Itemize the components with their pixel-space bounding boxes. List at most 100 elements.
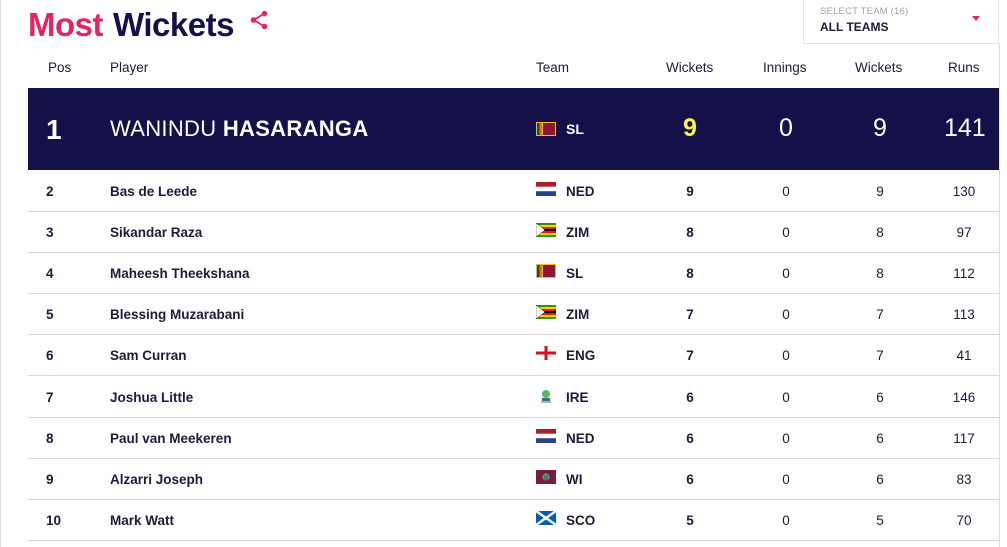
row-wickets-2: 8 — [876, 225, 884, 241]
row-innings: 0 — [782, 307, 790, 323]
player-name[interactable]: Paul van Meekeren — [110, 430, 232, 446]
row-wickets: 6 — [686, 471, 694, 487]
player-name[interactable]: Alzarri Joseph — [110, 471, 204, 487]
leader-last-name: HASARANGA — [222, 116, 369, 141]
wi-flag-icon — [536, 469, 556, 484]
leader-first-name: WANINDU — [110, 116, 217, 141]
team-abbr: ZIM — [566, 225, 590, 241]
row-runs: 130 — [952, 184, 976, 199]
row-pos: 9 — [46, 471, 54, 487]
title-word-wickets: Wickets — [113, 6, 234, 43]
player-name[interactable]: Sam Curran — [110, 348, 187, 364]
row-runs: 41 — [956, 348, 972, 364]
table-header: Pos Player Team Wickets Innings Wickets … — [0, 60, 1007, 78]
header-wickets-2[interactable]: Wickets — [855, 60, 903, 75]
leader-runs: 141 — [944, 114, 986, 142]
ned-flag-icon — [536, 428, 556, 443]
row-runs: 97 — [956, 225, 972, 241]
sco-flag-icon — [536, 510, 556, 525]
row-wickets-2: 6 — [876, 430, 884, 446]
row-runs: 146 — [952, 389, 976, 405]
row-innings: 0 — [782, 389, 790, 405]
zim-flag-icon — [536, 223, 556, 238]
row-wickets-2: 9 — [876, 184, 884, 199]
row-wickets: 7 — [686, 307, 694, 323]
player-name[interactable]: Maheesh Theekshana — [110, 266, 250, 282]
player-name[interactable]: Mark Watt — [110, 512, 175, 528]
share-icon[interactable] — [248, 9, 270, 31]
row-wickets-2: 8 — [876, 266, 884, 282]
leader-row[interactable]: 1 WANINDU HASARANGA SL 9 0 9 141 — [28, 88, 999, 170]
row-wickets: 9 — [686, 184, 694, 199]
title-word-most: Most — [28, 6, 104, 43]
right-divider — [999, 44, 1000, 547]
team-select-value: ALL TEAMS — [820, 20, 889, 34]
row-pos: 4 — [46, 266, 54, 282]
player-name[interactable]: Bas de Leede — [110, 184, 198, 199]
team-abbr: IRE — [566, 389, 589, 405]
row-pos: 10 — [46, 512, 62, 528]
table-row[interactable]: 7 Joshua Little IRE 6 0 6 146 — [28, 377, 999, 418]
team-abbr: SL — [566, 266, 584, 282]
table-row[interactable]: 5 Blessing Muzarabani ZIM 7 0 7 113 — [28, 294, 999, 336]
team-abbr: ENG — [566, 348, 596, 364]
team-abbr: ZIM — [566, 307, 590, 323]
team-abbr: WI — [566, 471, 583, 487]
row-wickets: 7 — [686, 348, 694, 364]
player-name[interactable]: Blessing Muzarabani — [110, 307, 245, 323]
team-select-label: SELECT TEAM (16) — [820, 6, 909, 17]
row-innings: 0 — [782, 471, 790, 487]
leader-wickets: 9 — [683, 114, 697, 142]
row-wickets: 8 — [686, 225, 694, 241]
left-divider — [0, 0, 1, 547]
row-runs: 70 — [956, 512, 972, 528]
row-pos: 8 — [46, 430, 54, 446]
team-abbr: NED — [566, 430, 595, 446]
header-wickets[interactable]: Wickets — [666, 60, 714, 75]
zim-flag-icon — [536, 305, 556, 320]
table-row[interactable]: 9 Alzarri Joseph WI 6 0 6 83 — [28, 459, 999, 500]
leader-name: WANINDU HASARANGA — [110, 116, 369, 142]
row-runs: 83 — [956, 471, 972, 487]
header-innings[interactable]: Innings — [763, 60, 807, 75]
chevron-down-icon — [972, 16, 980, 21]
row-innings: 0 — [782, 348, 790, 364]
header-team[interactable]: Team — [536, 60, 570, 75]
row-wickets-2: 5 — [876, 512, 884, 528]
leader-pos: 1 — [46, 114, 62, 145]
row-pos: 6 — [46, 348, 54, 364]
row-innings: 0 — [782, 266, 790, 282]
table-row[interactable]: 6 Sam Curran ENG 7 0 7 41 — [28, 335, 999, 377]
row-wickets: 8 — [686, 266, 694, 282]
row-runs: 117 — [953, 430, 975, 446]
ned-flag-icon — [536, 182, 556, 196]
row-wickets: 6 — [686, 389, 694, 405]
table-row[interactable]: 10 Mark Watt SCO 5 0 5 70 — [28, 500, 999, 541]
sl-flag-icon — [536, 264, 556, 279]
page-title: Most Wickets — [28, 6, 270, 44]
leader-team: SL — [566, 121, 584, 137]
table-row[interactable]: 2 Bas de Leede NED 9 0 9 130 — [28, 171, 999, 212]
ire-logo-icon — [536, 388, 556, 404]
row-wickets: 5 — [686, 512, 694, 528]
row-innings: 0 — [782, 184, 790, 199]
header-runs[interactable]: Runs — [948, 60, 980, 75]
table-row[interactable]: 4 Maheesh Theekshana SL 8 0 8 112 — [28, 253, 999, 295]
player-name[interactable]: Sikandar Raza — [110, 225, 203, 241]
team-abbr: NED — [566, 184, 595, 199]
table-row[interactable]: 8 Paul van Meekeren NED 6 0 6 117 — [28, 418, 999, 459]
team-select-dropdown[interactable]: SELECT TEAM (16) ALL TEAMS — [803, 0, 999, 44]
header-player[interactable]: Player — [110, 60, 149, 75]
table-row[interactable]: 3 Sikandar Raza ZIM 8 0 8 97 — [28, 212, 999, 254]
sl-flag-icon — [536, 122, 556, 136]
row-innings: 0 — [782, 430, 790, 446]
row-innings: 0 — [782, 225, 790, 241]
row-wickets-2: 6 — [876, 389, 884, 405]
row-runs: 113 — [953, 307, 975, 323]
leader-innings: 0 — [779, 114, 793, 142]
row-runs: 112 — [953, 266, 975, 282]
player-name[interactable]: Joshua Little — [110, 389, 194, 405]
row-innings: 0 — [782, 512, 790, 528]
header-pos[interactable]: Pos — [48, 60, 72, 75]
row-pos: 3 — [46, 225, 54, 241]
